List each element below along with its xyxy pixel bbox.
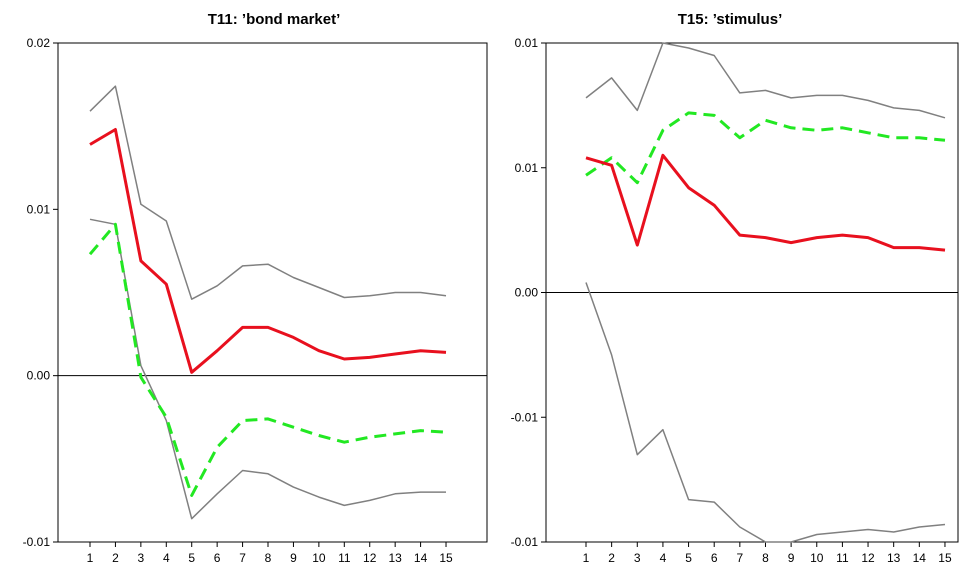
x-tick-label: 10 bbox=[312, 551, 326, 565]
y-axis: 0.02 0.01 0.00 -0.01 bbox=[23, 36, 58, 549]
x-axis: 1 2 3 4 5 6 7 8 9 10 11 12 13 14 15 bbox=[87, 542, 453, 565]
x-tick-label: 2 bbox=[112, 551, 119, 565]
x-tick-label: 14 bbox=[414, 551, 428, 565]
series-line bbox=[585, 282, 946, 543]
y-tick-label: 0.01 bbox=[27, 202, 51, 216]
series-line bbox=[88, 222, 447, 497]
chart-title: T15: ’stimulus’ bbox=[678, 11, 782, 28]
x-tick-label: 1 bbox=[87, 551, 94, 565]
x-tick-label: 9 bbox=[290, 551, 297, 565]
y-tick-label: -0.01 bbox=[23, 535, 51, 549]
x-tick-label: 10 bbox=[810, 551, 824, 565]
series-line bbox=[89, 128, 447, 374]
y-tick-label: 0.00 bbox=[515, 286, 539, 300]
x-tick-label: 5 bbox=[685, 551, 692, 565]
x-tick-label: 13 bbox=[388, 551, 402, 565]
x-tick-label: 1 bbox=[583, 551, 590, 565]
x-tick-label: 3 bbox=[138, 551, 145, 565]
x-tick-label: 8 bbox=[265, 551, 272, 565]
x-tick-label: 8 bbox=[762, 551, 769, 565]
x-tick-label: 11 bbox=[836, 551, 849, 565]
y-tick-label: -0.01 bbox=[511, 535, 539, 549]
y-axis: 0.01 0.01 0.00 -0.01 -0.01 bbox=[511, 36, 546, 549]
series-line bbox=[89, 218, 446, 520]
series-line bbox=[585, 153, 946, 252]
series-line bbox=[585, 42, 946, 119]
series-group bbox=[88, 85, 447, 520]
x-tick-label: 5 bbox=[188, 551, 195, 565]
x-tick-label: 12 bbox=[861, 551, 875, 565]
series-line bbox=[89, 85, 447, 300]
y-tick-label: 0.00 bbox=[27, 369, 51, 383]
x-tick-label: 11 bbox=[338, 551, 351, 565]
x-tick-label: 7 bbox=[239, 551, 246, 565]
x-tick-label: 9 bbox=[788, 551, 795, 565]
x-tick-label: 15 bbox=[439, 551, 453, 565]
plot-frame bbox=[57, 42, 488, 543]
chart-panel-stimulus: T15: ’stimulus’ 0.01 0.01 0.00 -0.01 -0.01 1… bbox=[511, 11, 959, 565]
x-tick-label: 4 bbox=[163, 551, 170, 565]
y-tick-label: 0.01 bbox=[515, 161, 539, 175]
x-tick-label: 6 bbox=[711, 551, 718, 565]
y-tick-label: 0.01 bbox=[515, 36, 539, 50]
x-tick-label: 3 bbox=[634, 551, 641, 565]
x-tick-label: 4 bbox=[660, 551, 667, 565]
x-tick-label: 7 bbox=[736, 551, 743, 565]
chart-title: T11: ’bond market’ bbox=[208, 11, 341, 28]
x-tick-label: 15 bbox=[938, 551, 952, 565]
x-tick-label: 6 bbox=[214, 551, 221, 565]
series-line bbox=[585, 111, 946, 185]
x-tick-label: 2 bbox=[608, 551, 615, 565]
x-tick-label: 13 bbox=[887, 551, 901, 565]
y-tick-label: -0.01 bbox=[511, 410, 539, 424]
x-tick-label: 14 bbox=[913, 551, 927, 565]
x-axis: 1 2 3 4 5 6 7 8 9 10 11 12 13 14 15 bbox=[583, 542, 952, 565]
x-tick-label: 12 bbox=[363, 551, 377, 565]
y-tick-label: 0.02 bbox=[27, 36, 51, 50]
series-group bbox=[585, 42, 946, 543]
